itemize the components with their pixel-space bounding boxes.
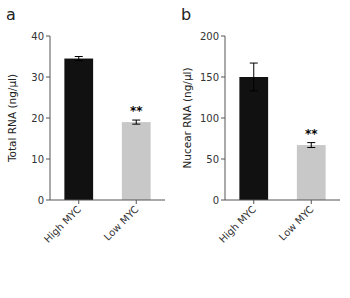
y-tick-label: 0 xyxy=(38,195,44,206)
y-tick-label: 200 xyxy=(200,31,219,42)
y-axis-line xyxy=(50,36,51,200)
error-bar xyxy=(132,120,140,124)
y-tick xyxy=(46,118,50,119)
y-axis-line xyxy=(225,36,226,200)
y-axis-label: Total RNA (ng/μl) xyxy=(6,74,18,163)
x-tick-label: Low MYC xyxy=(277,204,316,243)
x-tick xyxy=(253,200,254,204)
y-tick xyxy=(46,77,50,78)
significance-label: ** xyxy=(305,127,318,141)
error-bar xyxy=(250,63,258,91)
y-tick xyxy=(221,118,225,119)
y-tick-label: 40 xyxy=(31,31,44,42)
figure: a 0 10 20 30 40 Total RNA (ng/μl) High MYC Low M… xyxy=(0,0,350,298)
x-axis-line xyxy=(225,200,340,201)
x-tick xyxy=(136,200,137,204)
bar xyxy=(64,59,93,200)
bar xyxy=(239,77,268,200)
y-tick xyxy=(221,200,225,201)
panel-label: b xyxy=(181,5,191,24)
y-tick xyxy=(46,200,50,201)
x-tick-label: High MYC xyxy=(42,204,83,245)
plot-area xyxy=(64,57,150,201)
panel-label: a xyxy=(6,5,16,24)
y-tick-label: 0 xyxy=(213,195,219,206)
y-tick-label: 20 xyxy=(31,113,44,124)
panel: b 0 50 100 150 200 Nucear RNA (ng/μl) High MYC L… xyxy=(181,5,340,245)
panel: a 0 10 20 30 40 Total RNA (ng/μl) High MYC Low M… xyxy=(6,5,165,245)
y-tick xyxy=(221,36,225,37)
y-tick xyxy=(221,159,225,160)
y-tick-label: 50 xyxy=(206,154,219,165)
x-tick-label: High MYC xyxy=(217,204,258,245)
bar xyxy=(297,145,326,200)
x-tick-label: Low MYC xyxy=(102,204,141,243)
y-tick xyxy=(46,36,50,37)
y-tick xyxy=(221,77,225,78)
x-tick xyxy=(78,200,79,204)
plot-area xyxy=(239,63,325,200)
y-tick-label: 150 xyxy=(200,72,219,83)
error-bar xyxy=(75,57,83,61)
error-bar xyxy=(307,143,315,148)
x-axis-line xyxy=(50,200,165,201)
y-axis-label: Nucear RNA (ng/μl) xyxy=(181,67,193,168)
y-tick-label: 10 xyxy=(31,154,44,165)
y-tick xyxy=(46,159,50,160)
y-tick-label: 100 xyxy=(200,113,219,124)
x-tick xyxy=(311,200,312,204)
significance-label: ** xyxy=(130,104,143,118)
bar xyxy=(122,122,151,200)
y-tick-label: 30 xyxy=(31,72,44,83)
